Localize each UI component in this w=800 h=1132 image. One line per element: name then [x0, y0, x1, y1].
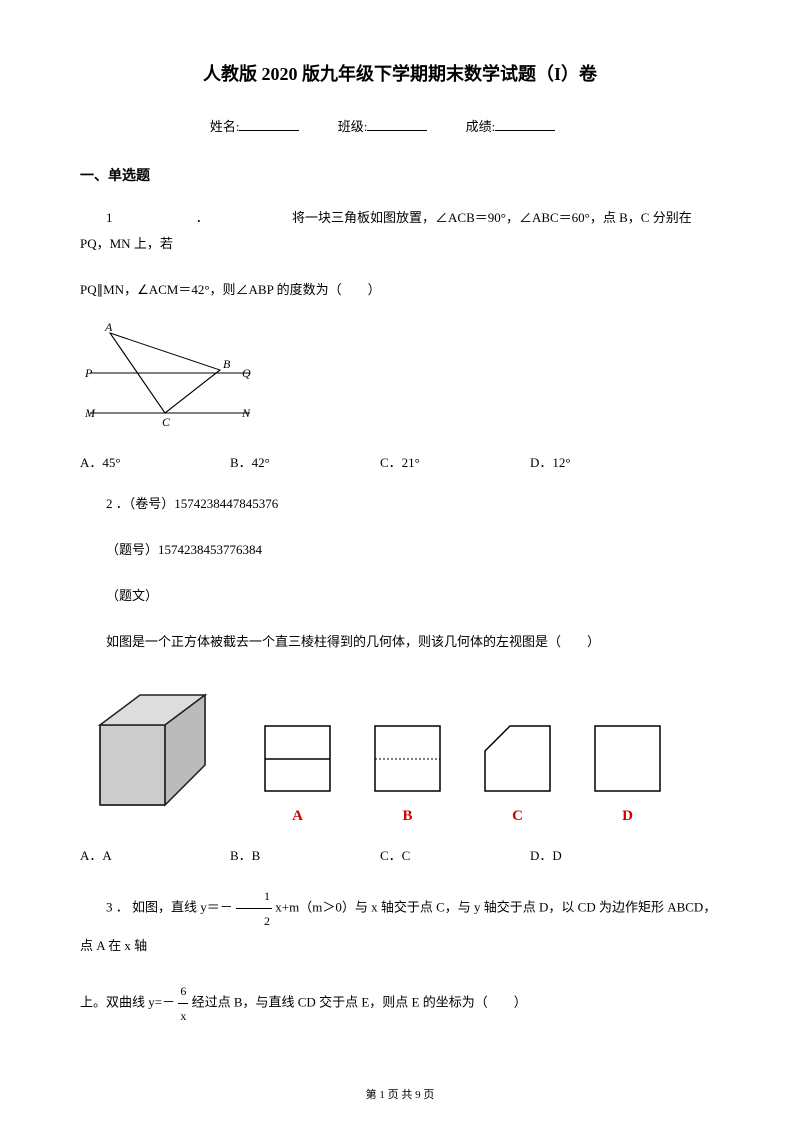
page-footer: 第 1 页 共 9 页: [0, 1086, 800, 1102]
question-1: 1 ． 将一块三角板如图放置，∠ACB＝90°，∠ABC＝60°，点 B，C 分…: [80, 205, 720, 257]
view-d-label: D: [590, 808, 665, 825]
q1-options: A．45° B．42° C．21° D．12°: [80, 452, 720, 471]
q2-line3: （题文）: [80, 583, 720, 609]
view-a-label: A: [260, 808, 335, 825]
q2-option-b: B．B: [230, 845, 380, 864]
q2-option-d: D．D: [530, 845, 680, 864]
q2-text: 如图是一个正方体被截去一个直三棱柱得到的几何体，则该几何体的左视图是（ ）: [80, 629, 720, 655]
q1-dot: ．: [196, 210, 209, 225]
q2-figures: A B C D: [80, 675, 720, 825]
name-blank: [239, 130, 299, 131]
view-b: B: [370, 721, 445, 825]
svg-text:P: P: [84, 366, 93, 380]
svg-text:N: N: [241, 406, 251, 420]
q3-frac2-num: 6: [178, 979, 188, 1004]
name-label: 姓名:: [210, 119, 240, 134]
section-header: 一、单选题: [80, 165, 720, 185]
svg-text:A: A: [104, 323, 113, 334]
class-label: 班级:: [338, 119, 368, 134]
q1-option-c: C．21°: [380, 452, 530, 471]
q2-solid-icon: [80, 675, 230, 825]
q3-frac1-num: 1: [236, 884, 272, 909]
page-title: 人教版 2020 版九年级下学期期末数学试题（I）卷: [80, 60, 720, 86]
q1-number: 1: [106, 210, 113, 225]
q3-frac2-den: x: [178, 1004, 188, 1028]
q3-text4: 经过点 B，与直线 CD 交于点 E，则点 E 的坐标为（ ）: [192, 994, 527, 1009]
view-a: A: [260, 721, 335, 825]
q2-option-c: C．C: [380, 845, 530, 864]
q3-frac2: 6 x: [178, 979, 188, 1028]
svg-text:B: B: [223, 357, 231, 371]
svg-text:Q: Q: [242, 366, 251, 380]
view-d: D: [590, 721, 665, 825]
q3-text1: 如图，直线 y＝－: [132, 899, 233, 914]
view-b-label: B: [370, 808, 445, 825]
score-label: 成绩:: [466, 119, 496, 134]
svg-text:C: C: [162, 415, 171, 429]
q2-line1: 2 ．（卷号）1574238447845376: [80, 491, 720, 517]
q1-text2: PQ∥MN，∠ACM＝42°，则∠ABP 的度数为（ ）: [80, 277, 720, 303]
q1-option-b: B．42°: [230, 452, 380, 471]
q3-frac1: 1 2: [236, 884, 272, 933]
view-c-label: C: [480, 808, 555, 825]
svg-text:M: M: [84, 406, 96, 420]
score-blank: [495, 130, 555, 131]
q3-number: 3 ．: [106, 899, 129, 914]
q3-text3: 上。双曲线 y=－: [80, 994, 175, 1009]
q1-text1: 将一块三角板如图放置，∠ACB＝90°，∠ABC＝60°，点 B，C 分别在 P…: [80, 210, 692, 251]
question-3: 3 ． 如图，直线 y＝－ 1 2 x+m（m＞0）与 x 轴交于点 C，与 y…: [80, 884, 720, 959]
q2-view-options: A B C D: [260, 721, 665, 825]
student-info: 姓名: 班级: 成绩:: [80, 116, 720, 135]
q2-options: A．A B．B C．C D．D: [80, 845, 720, 864]
q3-frac1-den: 2: [236, 909, 272, 933]
q2-line2: （题号）1574238453776384: [80, 537, 720, 563]
view-c: C: [480, 721, 555, 825]
q2-option-a: A．A: [80, 845, 230, 864]
q3-line2: 上。双曲线 y=－ 6 x 经过点 B，与直线 CD 交于点 E，则点 E 的坐…: [80, 979, 720, 1028]
class-blank: [367, 130, 427, 131]
q1-option-d: D．12°: [530, 452, 680, 471]
q1-diagram: A B P Q M C N: [80, 323, 720, 437]
q1-option-a: A．45°: [80, 452, 230, 471]
